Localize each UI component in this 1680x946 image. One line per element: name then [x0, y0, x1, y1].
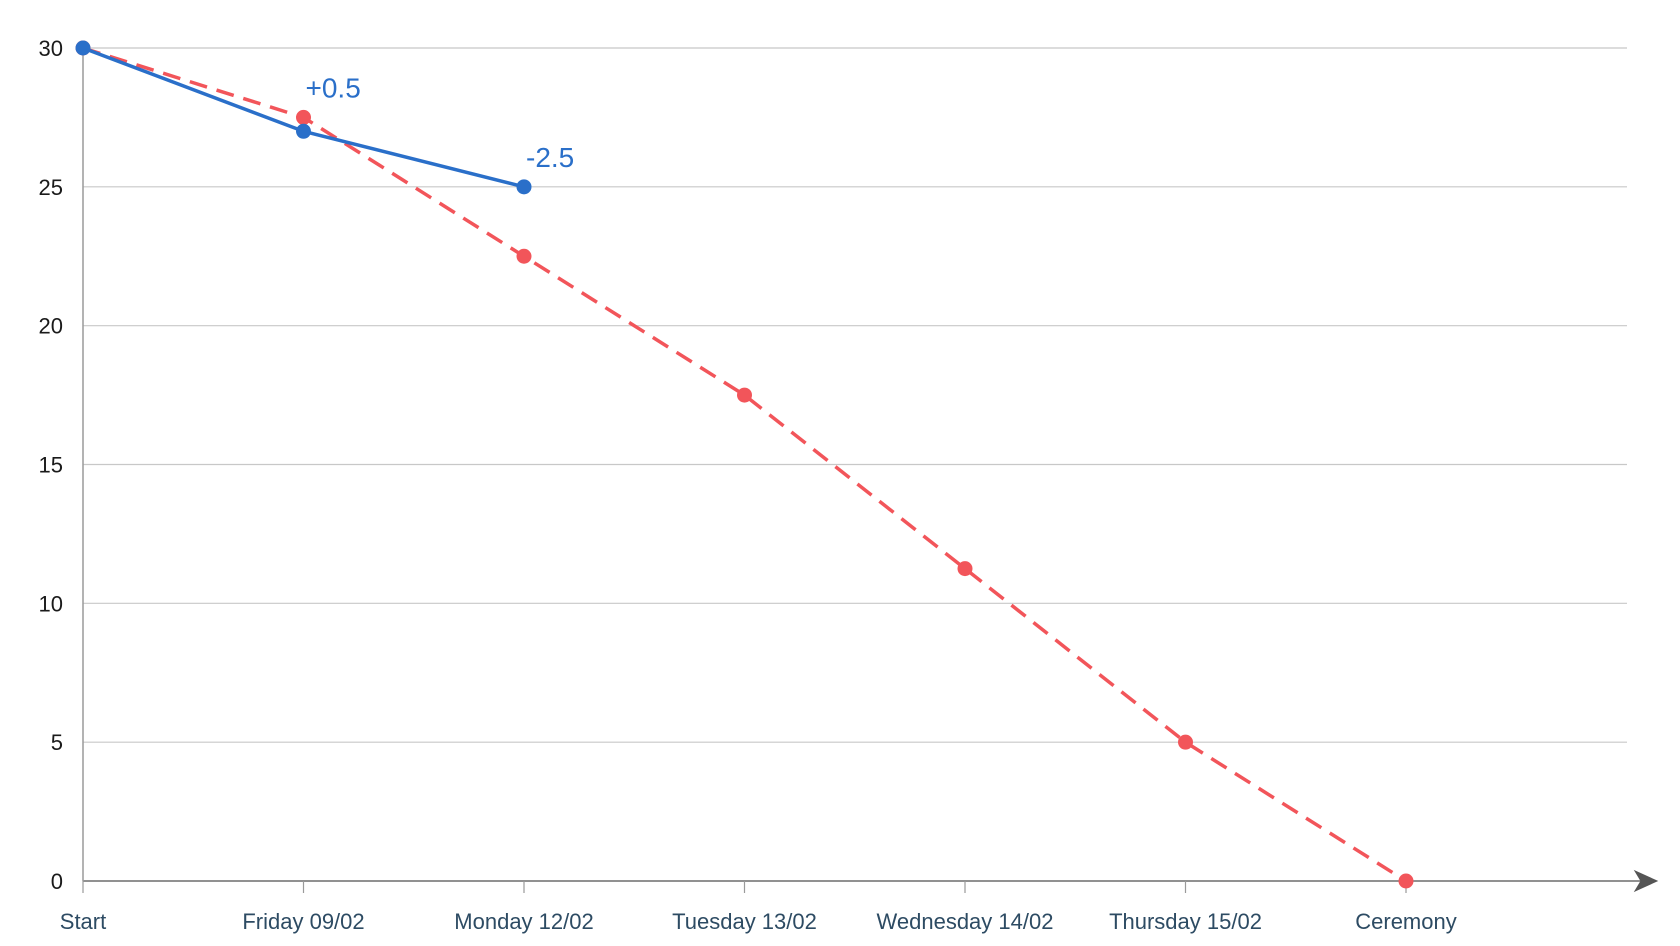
- x-tick-label: Monday 12/02: [454, 909, 593, 934]
- data-point-ideal: [1398, 873, 1414, 889]
- data-point-ideal: [516, 248, 532, 264]
- x-tick-label: Ceremony: [1355, 909, 1456, 934]
- data-point-ideal: [1178, 734, 1193, 750]
- data-point-ideal: [957, 561, 973, 577]
- series-layer: [75, 40, 1414, 889]
- x-axis-arrow-icon: [1633, 869, 1659, 893]
- x-axis: Start Friday 09/02 Monday 12/02 Tuesday 13/…: [60, 869, 1659, 934]
- y-tick-label: 15: [39, 453, 63, 478]
- data-labels: +0.5 -2.5: [306, 72, 575, 172]
- data-point-ideal: [296, 109, 311, 125]
- data-point-actual: [516, 179, 532, 195]
- y-tick-label: 20: [39, 314, 63, 339]
- y-tick-label: 5: [51, 730, 63, 755]
- y-tick-label: 25: [39, 175, 63, 200]
- x-tick-label: Start: [60, 909, 106, 934]
- x-tick-label: Tuesday 13/02: [672, 909, 817, 934]
- data-point-ideal: [737, 387, 752, 403]
- y-axis-ticks: 0 5 10 15 20 25 30: [39, 36, 63, 894]
- x-tick-label: Wednesday 14/02: [877, 909, 1054, 934]
- x-tick-label: Friday 09/02: [242, 909, 364, 934]
- y-tick-label: 10: [39, 591, 63, 616]
- y-tick-label: 30: [39, 36, 63, 61]
- y-tick-label: 0: [51, 869, 63, 894]
- data-point-actual: [75, 40, 91, 56]
- data-label: -2.5: [526, 142, 574, 173]
- data-label: +0.5: [306, 72, 361, 103]
- gridlines: [83, 47, 1627, 743]
- x-tick-label: Thursday 15/02: [1109, 909, 1262, 934]
- data-point-actual: [296, 123, 311, 139]
